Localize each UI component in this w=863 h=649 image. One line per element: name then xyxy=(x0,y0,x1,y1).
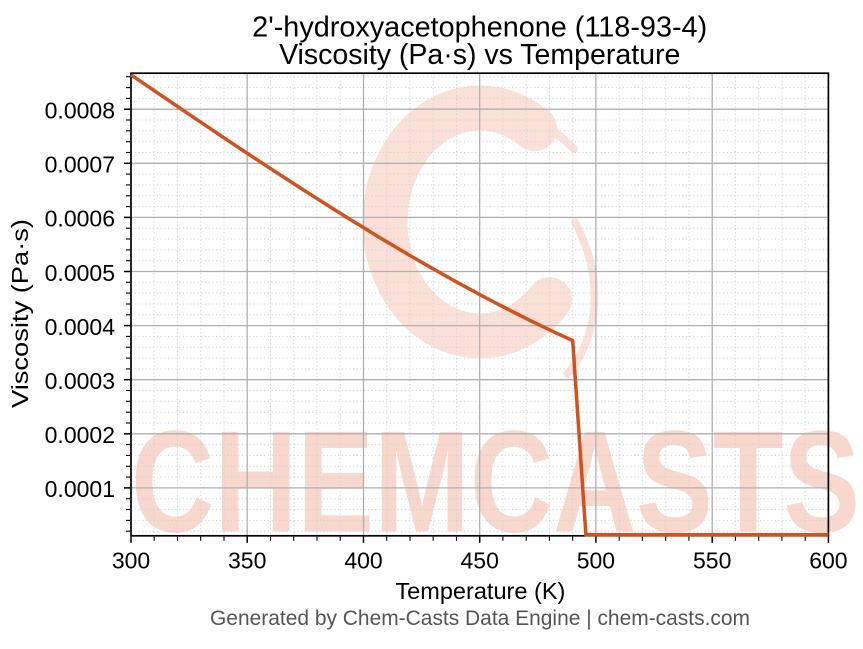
svg-text:500: 500 xyxy=(577,547,615,573)
svg-text:350: 350 xyxy=(228,547,266,573)
svg-text:Viscosity (Pa·s) vs Temperatur: Viscosity (Pa·s) vs Temperature xyxy=(279,39,680,71)
svg-text:0.0003: 0.0003 xyxy=(45,368,115,394)
svg-text:Viscosity (Pa·s): Viscosity (Pa·s) xyxy=(7,219,33,408)
svg-text:2'-hydroxyacetophenone (118-93: 2'-hydroxyacetophenone (118-93-4) xyxy=(252,12,707,44)
svg-text:0.0008: 0.0008 xyxy=(45,98,115,124)
svg-text:0.0002: 0.0002 xyxy=(45,422,115,448)
svg-text:600: 600 xyxy=(809,547,847,573)
svg-text:400: 400 xyxy=(344,547,382,573)
svg-text:Generated by Chem-Casts Data E: Generated by Chem-Casts Data Engine | ch… xyxy=(210,606,750,630)
svg-text:CHEMCASTS: CHEMCASTS xyxy=(131,401,860,563)
svg-text:0.0007: 0.0007 xyxy=(45,152,115,178)
svg-text:300: 300 xyxy=(112,547,150,573)
svg-text:550: 550 xyxy=(693,547,731,573)
svg-text:0.0004: 0.0004 xyxy=(45,314,116,340)
svg-text:0.0001: 0.0001 xyxy=(45,476,115,502)
svg-text:Temperature (K): Temperature (K) xyxy=(395,578,565,604)
svg-text:0.0006: 0.0006 xyxy=(45,206,115,232)
svg-text:0.0005: 0.0005 xyxy=(45,260,115,286)
svg-text:450: 450 xyxy=(461,547,499,573)
